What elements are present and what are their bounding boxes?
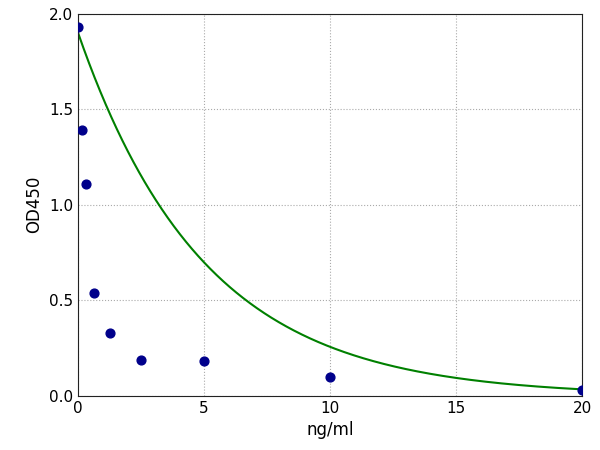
Point bbox=[136, 356, 146, 363]
Y-axis label: OD450: OD450 bbox=[25, 176, 43, 234]
Point bbox=[89, 289, 98, 296]
Point bbox=[325, 374, 335, 381]
Point bbox=[77, 126, 87, 134]
Point bbox=[81, 180, 91, 187]
Point bbox=[73, 23, 83, 31]
Point bbox=[577, 387, 587, 394]
Point bbox=[105, 329, 115, 337]
Point bbox=[199, 357, 209, 364]
X-axis label: ng/ml: ng/ml bbox=[306, 421, 354, 439]
